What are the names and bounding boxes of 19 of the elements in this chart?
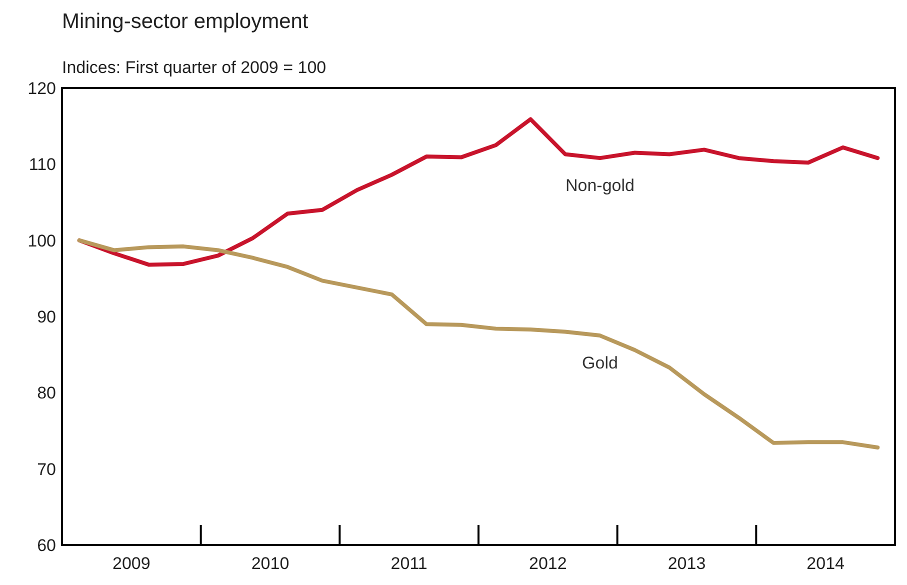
chart-title: Mining-sector employment (62, 10, 308, 33)
x-tick-label: 2014 (806, 554, 844, 573)
x-tick-label: 2010 (251, 554, 290, 573)
y-tick-label: 120 (28, 79, 56, 98)
x-tick-label: 2012 (529, 554, 567, 573)
series-label: Non-gold (565, 176, 634, 196)
y-tick-label: 60 (37, 536, 56, 555)
y-tick-label: 110 (28, 155, 56, 174)
x-tick-label: 2009 (112, 554, 150, 573)
x-tick-label: 2013 (668, 554, 706, 573)
chart-subtitle: Indices: First quarter of 2009 = 100 (62, 58, 326, 77)
series-label: Gold (582, 354, 618, 373)
y-tick-label: 70 (37, 460, 56, 479)
x-tick-label: 2011 (390, 554, 428, 573)
line-series (77, 117, 880, 267)
y-tick-label: 90 (37, 308, 56, 326)
y-tick-label: 80 (37, 384, 56, 403)
y-tick-label: 100 (28, 231, 56, 250)
line-series (77, 238, 880, 450)
